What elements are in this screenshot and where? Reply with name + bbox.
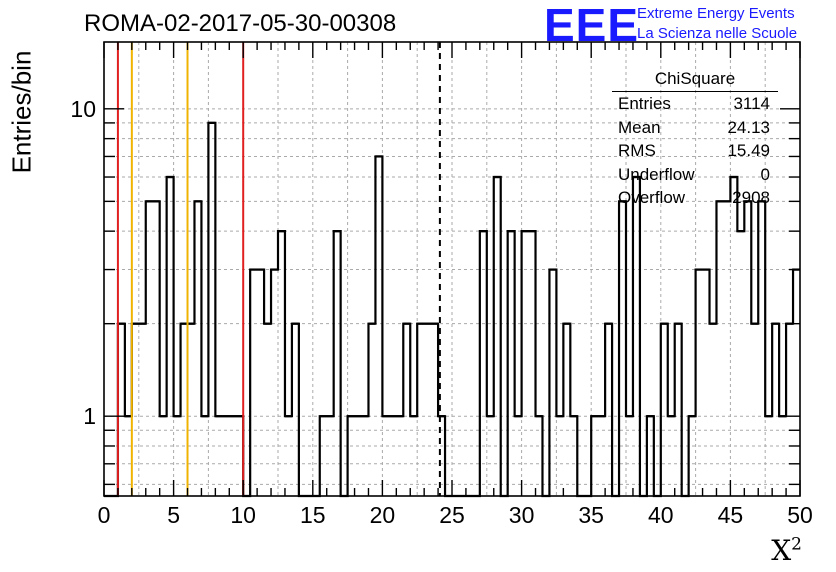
stats-label: Underflow bbox=[618, 164, 695, 184]
stats-value: 24.13 bbox=[727, 117, 770, 137]
x-tick-label: 15 bbox=[300, 502, 326, 528]
x-tick-label: 40 bbox=[648, 502, 674, 528]
x-tick-label: 50 bbox=[787, 502, 813, 528]
stats-value: 2908 bbox=[732, 188, 770, 207]
stats-label: Overflow bbox=[618, 188, 686, 207]
x-tick-label: 35 bbox=[578, 502, 604, 528]
stats-row-rms: RMS 15.49 bbox=[612, 139, 778, 163]
stats-box: ChiSquare Entries 3114 Mean 24.13 RMS 15.49… bbox=[612, 68, 778, 210]
x-tick-label: 20 bbox=[370, 502, 396, 528]
stats-row-underflow: Underflow 0 bbox=[612, 163, 778, 187]
x-tick-label: 25 bbox=[439, 502, 465, 528]
x-axis-label: X2 bbox=[771, 534, 802, 567]
x-tick-label: 45 bbox=[718, 502, 744, 528]
y-axis-label: Entries/bin bbox=[6, 50, 37, 174]
stats-row-entries: Entries 3114 bbox=[612, 92, 778, 116]
logo-line-2: La Scienza nelle Scuole bbox=[637, 25, 798, 42]
x-tick-label: 0 bbox=[98, 502, 111, 528]
x-axis-label-sup: 2 bbox=[791, 534, 802, 555]
y-tick-label: 10 bbox=[70, 96, 96, 122]
stats-value: 0 bbox=[760, 164, 770, 184]
stats-label: RMS bbox=[618, 141, 656, 160]
stats-row-overflow: Overflow 2908 bbox=[612, 186, 778, 210]
stats-label: Entries bbox=[618, 94, 671, 113]
x-axis-label-base: X bbox=[771, 534, 792, 567]
logo-line-1: Extreme Energy Events bbox=[637, 5, 795, 22]
x-tick-label: 30 bbox=[509, 502, 535, 528]
y-tick-label: 1 bbox=[83, 403, 96, 429]
chart-title: ROMA-02-2017-05-30-00308 bbox=[84, 10, 397, 37]
x-tick-label: 10 bbox=[230, 502, 256, 528]
stats-row-mean: Mean 24.13 bbox=[612, 116, 778, 140]
stats-label: Mean bbox=[618, 117, 661, 137]
stats-title: ChiSquare bbox=[612, 68, 778, 92]
stats-value: 15.49 bbox=[727, 141, 770, 160]
eee-logo: EEE bbox=[544, 0, 640, 51]
stats-value: 3114 bbox=[733, 94, 770, 113]
eee-logo-text: Extreme Energy Events La Scienza nelle S… bbox=[637, 4, 797, 44]
x-tick-label: 5 bbox=[167, 502, 180, 528]
